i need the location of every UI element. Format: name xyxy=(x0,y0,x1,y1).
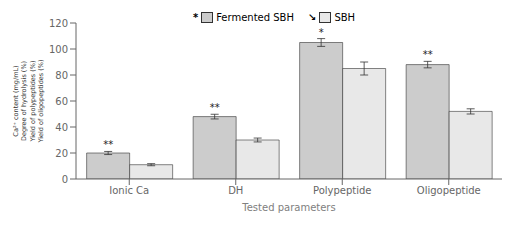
svg-text:Ca²⁺ content (mg/mL): Ca²⁺ content (mg/mL) xyxy=(12,65,20,136)
svg-text:Tested parameters: Tested parameters xyxy=(241,202,335,213)
svg-text:100: 100 xyxy=(49,44,68,55)
html-text:Fermented SBH: Fermented SBH xyxy=(216,12,294,23)
svg-text:Polypeptide: Polypeptide xyxy=(313,185,372,196)
svg-text:Yield of polypeptides (%): Yield of polypeptides (%) xyxy=(29,60,37,142)
svg-text:**: ** xyxy=(103,139,113,150)
svg-text:**: ** xyxy=(423,49,433,60)
svg-text:Oligopeptide: Oligopeptide xyxy=(417,185,481,196)
html-text:SBH: SBH xyxy=(334,12,356,23)
svg-text:DH: DH xyxy=(228,185,243,196)
svg-text:Yield of oligopeptides (%): Yield of oligopeptides (%) xyxy=(37,60,45,144)
svg-text:20: 20 xyxy=(55,148,68,159)
svg-text:*: * xyxy=(319,27,324,38)
svg-text:120: 120 xyxy=(49,18,68,29)
svg-text:Ionic Ca: Ionic Ca xyxy=(109,185,149,196)
svg-text:0: 0 xyxy=(62,174,68,185)
svg-text:80: 80 xyxy=(55,70,68,81)
svg-text:40: 40 xyxy=(55,122,68,133)
svg-text:Degree of hydrolysis (%): Degree of hydrolysis (%) xyxy=(20,61,28,141)
svg-text:**: ** xyxy=(210,102,220,113)
svg-text:60: 60 xyxy=(55,96,68,107)
